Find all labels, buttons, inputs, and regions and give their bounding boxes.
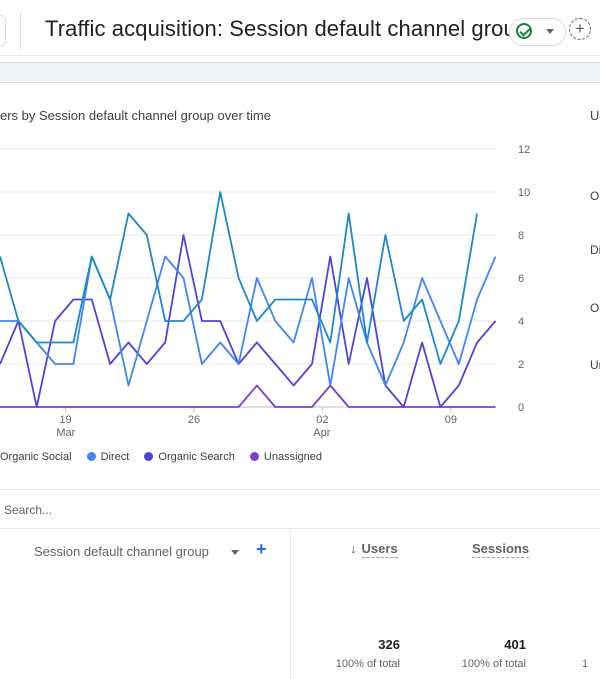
chart-legend: Organic Social Direct Organic Search Una… <box>0 451 334 467</box>
x-tick-month-label: Mar <box>56 427 75 439</box>
page-title: Traffic acquisition: Session default cha… <box>45 16 529 41</box>
next-column-total-percent: 1 <box>582 658 589 670</box>
sort-descending-icon: ↓ <box>350 541 357 556</box>
chevron-down-icon <box>546 29 554 34</box>
back-button[interactable] <box>0 15 6 47</box>
side-chart-label: Or <box>590 301 600 315</box>
legend-label: Direct <box>100 451 130 463</box>
dimension-column-header[interactable]: Session default channel group <box>34 544 209 559</box>
y-tick-label: 12 <box>518 144 530 156</box>
side-chart-title: Us <box>590 108 600 123</box>
x-tick-month-label: Apr <box>313 427 330 439</box>
report-card: ers by Session default channel group ove… <box>0 82 600 679</box>
sessions-total: 401 <box>504 637 526 652</box>
users-total: 326 <box>378 637 400 652</box>
x-tick-label: 09 <box>445 414 457 426</box>
x-tick-label: 19 <box>59 414 71 426</box>
legend-dot-icon <box>249 452 259 461</box>
users-total-percent: 100% of total <box>335 658 400 670</box>
legend-label: Organic Social <box>0 451 72 463</box>
legend-dot-icon <box>144 452 154 461</box>
plus-icon: + <box>575 19 585 38</box>
column-divider <box>290 529 291 679</box>
series-line-unassigned[interactable] <box>0 384 496 408</box>
divider <box>0 489 600 490</box>
y-tick-label: 10 <box>518 187 530 199</box>
series-line-organic-social[interactable] <box>0 191 478 365</box>
chart-title: ers by Session default channel group ove… <box>0 108 271 123</box>
divider <box>0 528 600 529</box>
table-search-input[interactable]: Search... <box>4 503 53 517</box>
sessions-column-header[interactable]: Sessions <box>472 541 530 558</box>
users-column-header[interactable]: ↓ Users <box>350 541 398 558</box>
add-comparison-button[interactable]: + <box>569 18 591 40</box>
header-divider <box>20 12 21 50</box>
side-chart-label: Ur <box>590 358 600 372</box>
side-chart-label: Di <box>590 243 600 257</box>
check-circle-icon <box>516 23 532 39</box>
add-dimension-button[interactable]: + <box>256 539 267 559</box>
chevron-down-icon[interactable] <box>231 550 239 555</box>
report-status-dropdown[interactable] <box>509 18 566 46</box>
side-chart-label: Or <box>590 189 600 203</box>
y-tick-label: 8 <box>518 230 524 242</box>
legend-item-organic-search[interactable]: Organic Search <box>144 451 235 463</box>
y-tick-label: 6 <box>518 273 524 285</box>
legend-label: Organic Search <box>158 451 235 463</box>
x-tick-label: 02 <box>316 414 328 426</box>
header-rule <box>0 55 600 56</box>
x-tick-label: 26 <box>188 414 200 426</box>
sessions-total-percent: 100% of total <box>461 658 526 670</box>
report-header: Traffic acquisition: Session default cha… <box>0 0 600 63</box>
legend-dot-icon <box>86 452 96 461</box>
y-tick-label: 0 <box>518 402 524 414</box>
y-tick-label: 4 <box>518 316 524 328</box>
legend-item-unassigned[interactable]: Unassigned <box>249 451 322 463</box>
y-tick-label: 2 <box>518 359 524 371</box>
legend-item-direct[interactable]: Direct <box>86 451 130 463</box>
legend-label: Unassigned <box>263 451 322 463</box>
legend-item-organic-social[interactable]: Organic Social <box>0 451 72 463</box>
